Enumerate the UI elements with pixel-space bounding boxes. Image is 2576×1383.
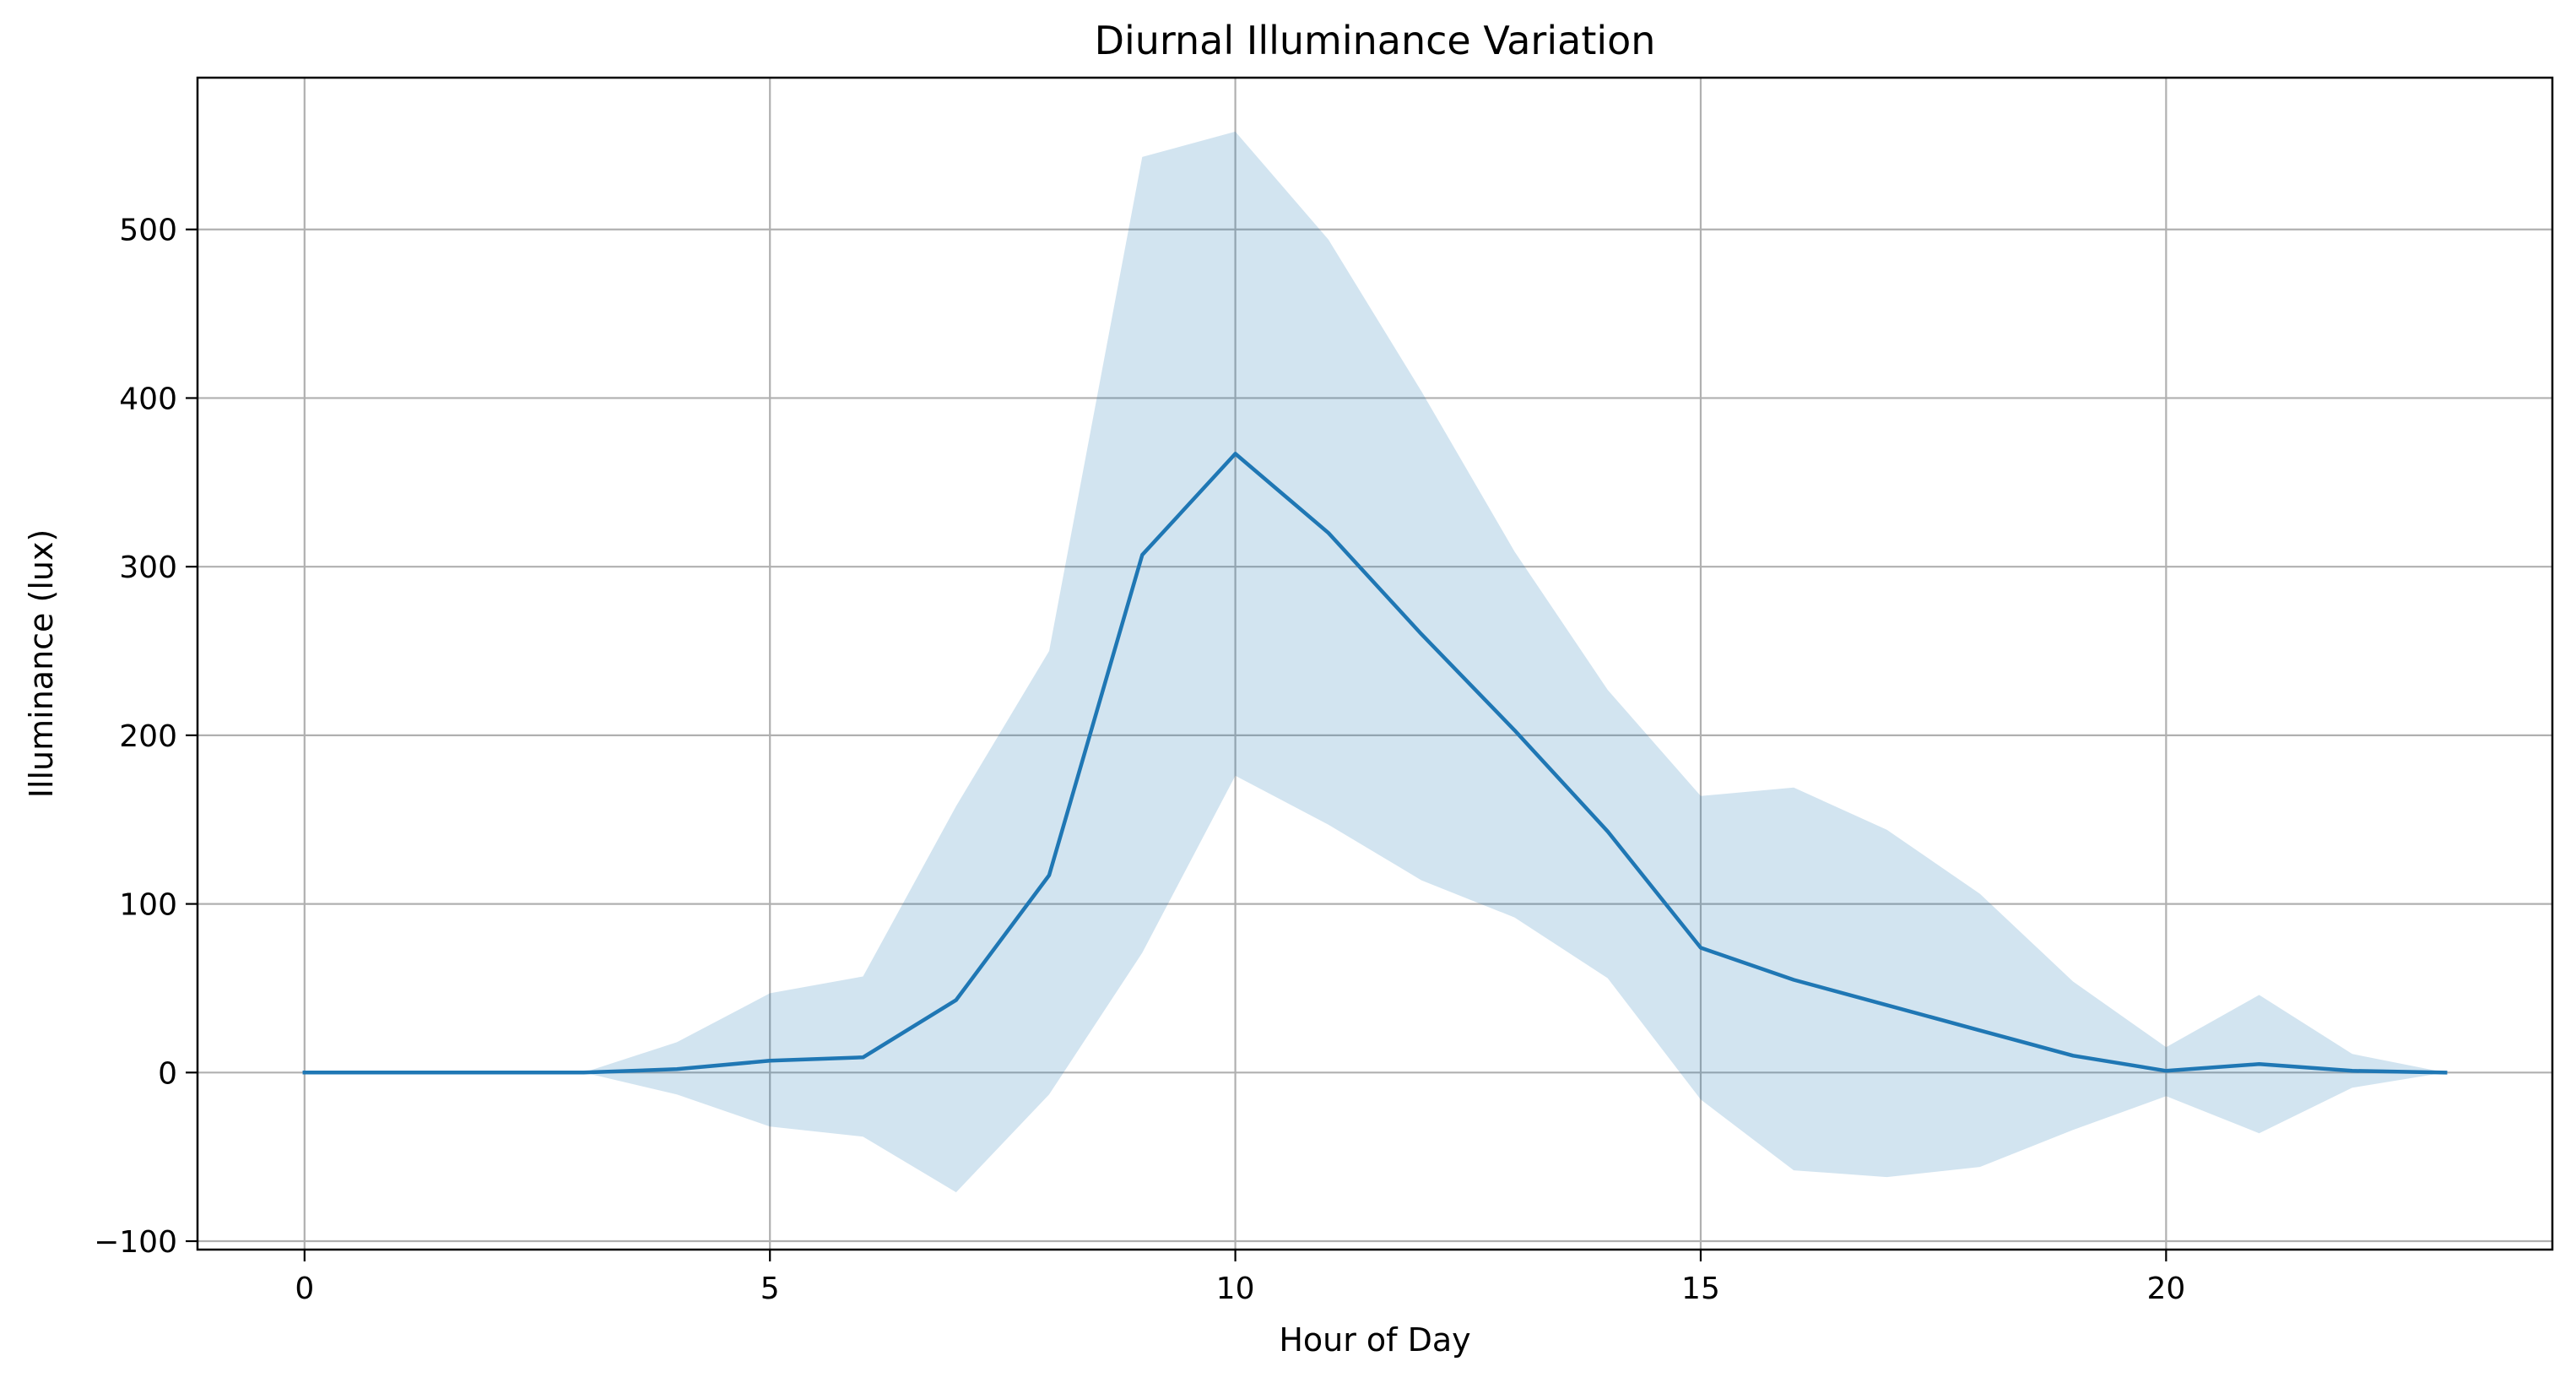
y-tick-label: 0 [158, 1056, 177, 1091]
x-tick-label: 0 [295, 1272, 314, 1306]
y-axis-label: Illuminance (lux) [23, 529, 60, 799]
chart-title: Diurnal Illuminance Variation [1095, 18, 1656, 63]
x-tick-label: 10 [1216, 1272, 1255, 1306]
y-tick-label: 500 [119, 214, 177, 248]
y-axis-ticks: −100 0 100 200 300 400 500 [94, 214, 198, 1260]
mean-line [302, 452, 2448, 1075]
x-tick-label: 15 [1681, 1272, 1720, 1306]
confidence-band [304, 131, 2446, 1193]
y-tick-label: 100 [119, 888, 177, 923]
x-tick-label: 20 [2146, 1272, 2185, 1306]
x-tick-label: 5 [760, 1272, 780, 1306]
plot-frame [196, 76, 2554, 1251]
x-axis-label: Hour of Day [1279, 1321, 1470, 1359]
y-tick-label: 300 [119, 550, 177, 585]
y-tick-label: 200 [119, 719, 177, 754]
y-tick-label: −100 [94, 1225, 177, 1260]
y-tick-label: 400 [119, 382, 177, 416]
x-axis-ticks: 0 5 10 15 20 [295, 1250, 2185, 1306]
